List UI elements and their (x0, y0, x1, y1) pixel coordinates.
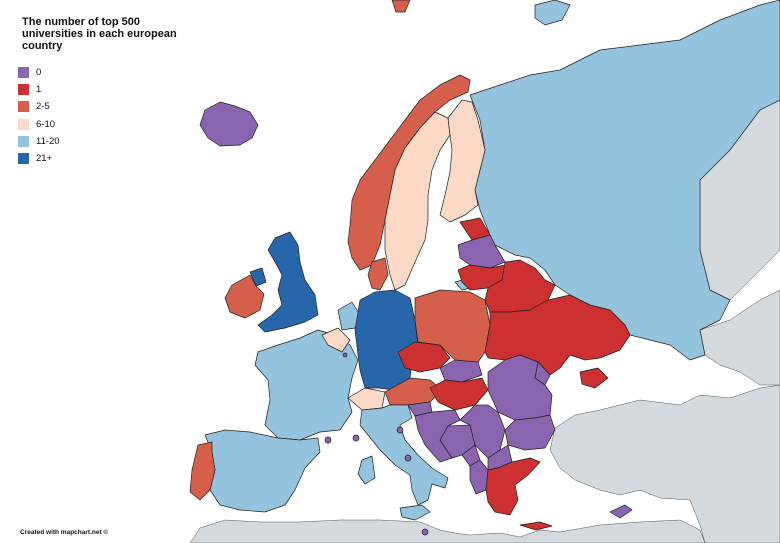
legend-label: 21+ (36, 153, 53, 165)
country-malta (421, 528, 429, 536)
legend-item: 1 (18, 81, 60, 98)
island-sardinia (357, 455, 376, 485)
legend-item: 21+ (18, 150, 60, 167)
island-cyprus (609, 504, 633, 519)
country-greece (485, 457, 541, 516)
country-france (254, 329, 359, 441)
country-luxembourg-dot (342, 352, 348, 358)
legend-item: 2-5 (18, 98, 60, 115)
country-vatican-dot (404, 454, 412, 462)
country-norway (347, 74, 471, 271)
legend-swatch (18, 67, 29, 79)
legend-label: 0 (36, 67, 42, 79)
country-germany (354, 289, 419, 391)
legend: 0 1 2-5 6-10 11-20 21+ (18, 64, 60, 167)
country-switzerland (347, 387, 386, 411)
island-svalbard (391, 0, 411, 13)
country-italy (359, 404, 449, 506)
country-andorra-dot (352, 434, 360, 442)
country-albania (469, 459, 489, 495)
region-northern-ireland (249, 267, 267, 287)
country-bulgaria (504, 414, 556, 451)
legend-label: 11-20 (36, 135, 60, 147)
country-iceland (199, 101, 259, 147)
legend-swatch (18, 84, 29, 96)
legend-item: 0 (18, 64, 60, 81)
legend-swatch (18, 101, 29, 113)
country-finland (439, 99, 486, 223)
legend-label: 6-10 (36, 118, 56, 130)
country-spain (204, 429, 321, 513)
country-uk (257, 231, 319, 333)
island-sicily (399, 504, 431, 521)
legend-item: 6-10 (18, 116, 60, 133)
country-serbia (459, 404, 506, 459)
legend-swatch (18, 118, 29, 130)
country-sweden (384, 111, 451, 291)
credit-text: Created with mapchart.net © (20, 529, 109, 536)
country-poland (414, 289, 491, 363)
island-north-russia (534, 0, 571, 26)
country-denmark (367, 257, 389, 291)
legend-label: 2-5 (36, 101, 50, 113)
country-monaco-dot (324, 436, 332, 444)
country-ireland (224, 274, 265, 319)
legend-swatch (18, 135, 29, 147)
legend-item: 11-20 (18, 133, 60, 150)
region-north-africa (189, 519, 706, 543)
island-crete (519, 521, 553, 531)
country-slovakia (439, 359, 483, 383)
legend-label: 1 (36, 84, 42, 96)
country-san-marino-dot (396, 426, 404, 434)
legend-swatch (18, 153, 29, 165)
region-caucasus-east (699, 289, 780, 386)
region-turkey-middle-east (549, 384, 780, 543)
region-crimea (579, 367, 609, 389)
map-title: The number of top 500 universities in ea… (22, 16, 177, 52)
country-belgium (321, 327, 351, 353)
country-portugal (189, 441, 216, 501)
